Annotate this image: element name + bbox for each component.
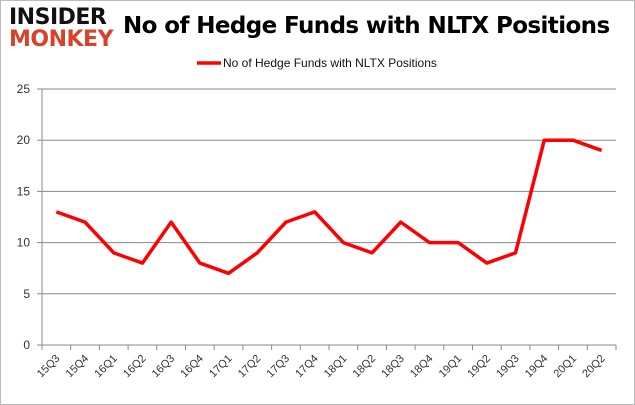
x-tick-label: 16Q3 <box>150 353 178 381</box>
legend-label: No of Hedge Funds with NLTX Positions <box>223 56 437 70</box>
x-tick-label: 19Q4 <box>523 353 551 381</box>
x-tick-label: 17Q3 <box>265 353 293 381</box>
x-tick-label: 18Q3 <box>379 353 407 381</box>
x-tick-label: 19Q2 <box>465 353 493 381</box>
x-tick-label: 16Q1 <box>92 353 120 381</box>
x-tick-label: 20Q2 <box>580 353 608 381</box>
y-tick-label: 5 <box>23 287 30 301</box>
insider-monkey-logo: INSIDER MONKEY <box>9 7 117 51</box>
series-line <box>55 138 603 276</box>
x-tick-label: 16Q2 <box>121 353 149 381</box>
logo-line1: INSIDER <box>9 5 107 30</box>
y-tick-label: 25 <box>17 82 31 96</box>
x-tick-label: 19Q3 <box>494 353 522 381</box>
chart-title: No of Hedge Funds with NLTX Positions <box>123 13 610 39</box>
x-tick-label: 18Q1 <box>322 353 350 381</box>
y-tick-label: 15 <box>17 184 31 198</box>
x-tick-label: 17Q4 <box>293 353 321 381</box>
y-tick-label: 20 <box>17 133 31 147</box>
x-tick-label: 18Q4 <box>408 353 436 381</box>
x-tick-label: 20Q1 <box>552 353 580 381</box>
x-tick-label: 15Q3 <box>35 353 63 381</box>
x-tick-label: 19Q1 <box>437 353 465 381</box>
x-tick-label: 18Q2 <box>351 353 379 381</box>
y-tick-label: 0 <box>23 338 30 352</box>
x-tick-label: 15Q4 <box>64 353 92 381</box>
logo-line2: MONKEY <box>9 27 114 52</box>
x-tick-label: 17Q2 <box>236 353 264 381</box>
y-tick-label: 10 <box>17 236 31 250</box>
x-tick-label: 17Q1 <box>207 353 235 381</box>
x-tick-label: 16Q4 <box>178 353 206 381</box>
